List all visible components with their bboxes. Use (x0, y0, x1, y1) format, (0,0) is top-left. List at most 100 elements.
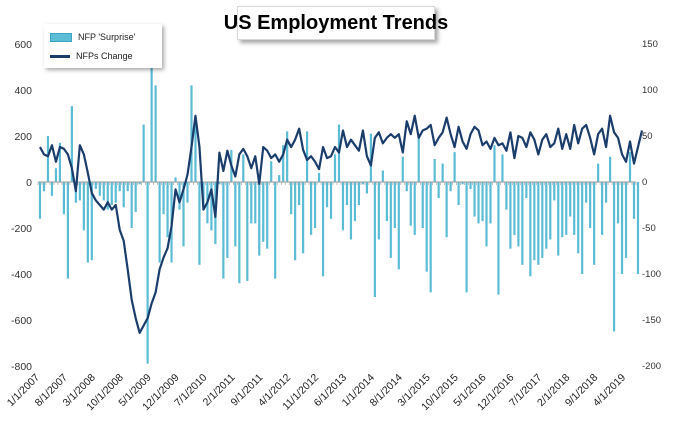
surprise-bar (493, 145, 496, 182)
surprise-bar (501, 154, 504, 182)
surprise-bar (425, 182, 428, 272)
surprise-bar (306, 131, 309, 182)
surprise-bar (457, 182, 460, 205)
surprise-bars (38, 32, 640, 364)
surprise-bar (409, 182, 412, 226)
surprise-bar (569, 182, 572, 217)
surprise-bar (218, 182, 221, 185)
surprise-bar (405, 182, 408, 192)
nfp-change-polyline (39, 114, 644, 334)
surprise-bar (74, 182, 77, 203)
surprise-bar (321, 182, 325, 277)
surprise-bar (389, 182, 392, 258)
surprise-bar (194, 122, 197, 182)
right-tick-label: -100 (642, 269, 661, 280)
surprise-bar (270, 161, 273, 182)
surprise-bar (130, 182, 133, 228)
surprise-bar (497, 182, 500, 295)
surprise-bar (589, 182, 592, 228)
surprise-bar (421, 182, 424, 228)
surprise-bar (581, 182, 584, 274)
surprise-bar (154, 85, 157, 182)
right-tick-label: -200 (642, 361, 661, 372)
surprise-bar (46, 136, 50, 182)
surprise-bar (114, 182, 117, 203)
surprise-bar (142, 124, 145, 182)
legend-label-change: NFPs Change (76, 51, 133, 61)
surprise-bar (150, 32, 153, 182)
surprise-bar (262, 182, 265, 242)
surprise-bar (585, 182, 588, 203)
surprise-bar (134, 182, 137, 212)
chart-title-box: US Employment Trends (224, 6, 448, 40)
surprise-bar (557, 182, 560, 256)
surprise-bar (553, 182, 556, 201)
surprise-bar (601, 182, 604, 235)
surprise-bar (274, 182, 277, 279)
surprise-bar (377, 182, 380, 240)
surprise-bar (561, 182, 564, 238)
surprise-bar (381, 170, 384, 182)
surprise-bar (469, 182, 472, 189)
surprise-bar (42, 182, 46, 192)
surprise-bar (429, 182, 432, 293)
surprise-bar (250, 182, 253, 224)
surprise-bar (278, 175, 281, 182)
surprise-bar (465, 182, 468, 293)
surprise-bar (290, 182, 293, 215)
surprise-bar (54, 168, 58, 182)
surprise-bar (70, 106, 73, 182)
surprise-bar (118, 182, 121, 192)
surprise-bar (577, 182, 580, 254)
left-tick-label: 0 (26, 177, 32, 189)
surprise-bar (146, 182, 149, 364)
surprise-bar (222, 182, 225, 279)
surprise-bar (58, 142, 62, 182)
surprise-bar (38, 182, 42, 219)
left-tick-label: 600 (14, 39, 32, 51)
surprise-bar (90, 182, 93, 261)
surprise-bar (50, 182, 54, 196)
surprise-bar (166, 182, 169, 238)
surprise-bar (628, 152, 632, 182)
left-tick-label: -600 (11, 315, 32, 327)
surprise-bar (82, 182, 85, 231)
surprise-bar (612, 182, 616, 332)
surprise-bar (417, 133, 420, 182)
surprise-bar (509, 182, 512, 249)
chart-title: US Employment Trends (223, 11, 449, 34)
surprise-bar (102, 182, 105, 201)
legend-label-surprise: NFP 'Surprise' (78, 32, 136, 42)
surprise-bar (361, 182, 365, 185)
surprise-bar (190, 85, 193, 182)
surprise-bar (525, 182, 528, 199)
surprise-bar (373, 182, 376, 297)
legend-bar-swatch (50, 32, 72, 42)
surprise-bar (349, 182, 353, 240)
surprise-bar (106, 182, 109, 210)
surprise-bar (537, 182, 540, 265)
surprise-bar (529, 182, 532, 277)
surprise-bar (86, 182, 89, 263)
surprise-bar (565, 182, 568, 235)
surprise-bar (521, 182, 524, 265)
surprise-bar (186, 182, 189, 203)
surprise-bar (294, 182, 297, 261)
surprise-bar (608, 156, 612, 182)
left-tick-label: 400 (14, 85, 32, 97)
surprise-bar (632, 182, 636, 219)
right-axis-ticks: 150 100 50 0 -50 -100 -150 -200 (642, 39, 661, 372)
surprise-bar (473, 182, 476, 217)
surprise-bar (282, 145, 285, 182)
surprise-bar (138, 182, 141, 185)
right-tick-label: -50 (642, 223, 656, 234)
surprise-bar (234, 182, 237, 247)
surprise-bar (433, 159, 436, 182)
surprise-bar (385, 182, 388, 222)
surprise-bar (62, 182, 66, 215)
surprise-bar (126, 182, 129, 192)
surprise-bar (593, 182, 596, 265)
surprise-bar (437, 182, 440, 199)
surprise-bar (98, 182, 101, 196)
